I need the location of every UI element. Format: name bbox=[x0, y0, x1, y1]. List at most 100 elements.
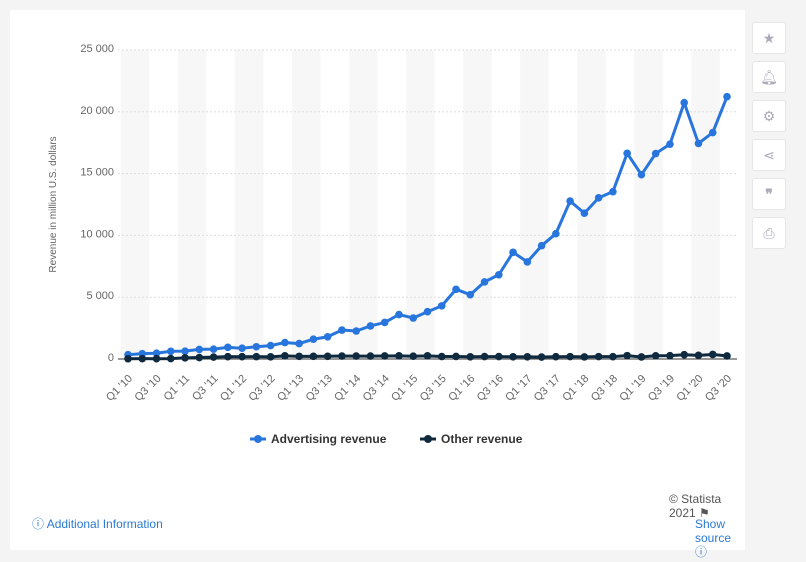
data-point bbox=[452, 352, 460, 361]
data-point bbox=[166, 354, 175, 363]
favorite-button[interactable]: ★ bbox=[752, 22, 786, 54]
data-point bbox=[637, 353, 646, 361]
y-tick-label: 0 bbox=[108, 352, 114, 364]
data-point bbox=[252, 342, 261, 351]
data-point bbox=[252, 352, 261, 361]
data-point bbox=[209, 353, 218, 361]
x-tick-label: Q1 '10 bbox=[104, 373, 135, 404]
x-tick-label: Q3 '19 bbox=[646, 373, 677, 404]
data-point bbox=[423, 352, 432, 360]
data-point bbox=[366, 322, 375, 330]
flag-icon: ⚑ bbox=[699, 506, 710, 520]
data-point bbox=[495, 352, 503, 361]
x-tick-label: Q1 '14 bbox=[332, 373, 363, 404]
data-point bbox=[166, 347, 175, 356]
grid-band bbox=[463, 50, 492, 359]
x-tick-label: Q1 '11 bbox=[162, 373, 193, 404]
y-tick-label: 25 000 bbox=[80, 43, 114, 55]
data-point bbox=[609, 352, 617, 361]
data-point bbox=[466, 290, 475, 299]
data-point bbox=[495, 270, 503, 279]
grid-band bbox=[120, 50, 150, 359]
data-point bbox=[537, 241, 546, 250]
data-point bbox=[266, 353, 275, 361]
data-point bbox=[138, 354, 147, 363]
data-point bbox=[281, 338, 289, 347]
data-point bbox=[266, 341, 275, 350]
data-point bbox=[124, 354, 132, 363]
x-tick-label: Q3 '11 bbox=[190, 373, 221, 404]
data-point bbox=[552, 229, 560, 238]
data-point bbox=[423, 307, 432, 316]
star-icon: ★ bbox=[762, 29, 776, 46]
data-point bbox=[395, 310, 403, 319]
data-point bbox=[509, 352, 517, 361]
data-point bbox=[623, 149, 631, 158]
data-point bbox=[580, 209, 589, 218]
data-point bbox=[708, 350, 717, 359]
x-tick-label: Q1 '12 bbox=[218, 373, 249, 404]
data-point bbox=[637, 170, 646, 179]
data-point bbox=[466, 352, 475, 361]
x-tick-label: Q3 '16 bbox=[475, 373, 506, 404]
legend-marker bbox=[254, 435, 262, 443]
y-tick-label: 5 000 bbox=[86, 290, 114, 302]
show-source-link[interactable]: Show source ⓘ bbox=[695, 517, 745, 559]
data-point bbox=[523, 258, 532, 266]
settings-button[interactable]: ⚙ bbox=[752, 100, 786, 132]
data-point bbox=[195, 345, 204, 354]
x-tick-label: Q3 '20 bbox=[703, 373, 734, 404]
data-point bbox=[437, 352, 446, 361]
data-point bbox=[238, 344, 246, 353]
data-point bbox=[694, 351, 703, 360]
x-tick-label: Q1 '20 bbox=[674, 373, 705, 404]
additional-info-link[interactable]: ⓘ Additional Information bbox=[32, 517, 163, 531]
data-point bbox=[395, 352, 403, 360]
bell-icon: 🔔︎ bbox=[760, 68, 778, 85]
data-point bbox=[723, 92, 731, 101]
share-button[interactable]: ⋖ bbox=[752, 139, 786, 171]
legend-label: Other revenue bbox=[441, 432, 523, 446]
y-tick-label: 20 000 bbox=[80, 105, 114, 117]
x-tick-label: Q3 '18 bbox=[589, 373, 620, 404]
data-point bbox=[238, 352, 246, 361]
grid-band bbox=[292, 50, 321, 359]
grid-band bbox=[691, 50, 720, 359]
x-tick-label: Q1 '19 bbox=[617, 373, 648, 404]
cite-button[interactable]: ❞ bbox=[752, 178, 786, 210]
data-point bbox=[281, 352, 289, 360]
line-chart: 0 5 000 10 000 15 000 20 000 25 000 Revenue in… bbox=[48, 43, 737, 446]
notification-button[interactable]: 🔔︎ bbox=[752, 61, 786, 93]
grid-band bbox=[634, 50, 663, 359]
print-button[interactable]: ⎙ bbox=[752, 217, 786, 249]
data-point bbox=[666, 351, 674, 360]
x-tick-label: Q3 '17 bbox=[532, 373, 563, 404]
data-point bbox=[437, 302, 446, 310]
data-point bbox=[666, 140, 674, 148]
data-point bbox=[594, 194, 603, 202]
data-point bbox=[309, 352, 318, 361]
x-tick-label: Q1 '18 bbox=[560, 373, 591, 404]
x-tick-label: Q1 '17 bbox=[503, 373, 534, 404]
data-point bbox=[723, 352, 731, 360]
y-tick-label: 10 000 bbox=[80, 228, 114, 240]
data-point bbox=[195, 353, 204, 362]
legend-label: Advertising revenue bbox=[271, 432, 387, 446]
data-point bbox=[409, 314, 418, 322]
grid-band bbox=[177, 50, 207, 359]
data-point bbox=[537, 353, 546, 361]
grid-band bbox=[234, 50, 264, 359]
info-icon: ⓘ bbox=[695, 545, 708, 559]
grid-band bbox=[349, 50, 378, 359]
data-point bbox=[224, 343, 232, 352]
data-point bbox=[295, 352, 303, 361]
copyright: © Statista 2021 ⚑ bbox=[669, 492, 745, 520]
data-point bbox=[338, 352, 346, 360]
data-point bbox=[452, 285, 460, 294]
grid-band bbox=[406, 50, 435, 359]
data-point bbox=[523, 353, 532, 361]
data-point bbox=[509, 248, 517, 257]
data-point bbox=[609, 187, 617, 196]
share-icon: ⋖ bbox=[763, 146, 775, 163]
y-axis-label: Revenue in million U.S. dollars bbox=[48, 136, 59, 272]
